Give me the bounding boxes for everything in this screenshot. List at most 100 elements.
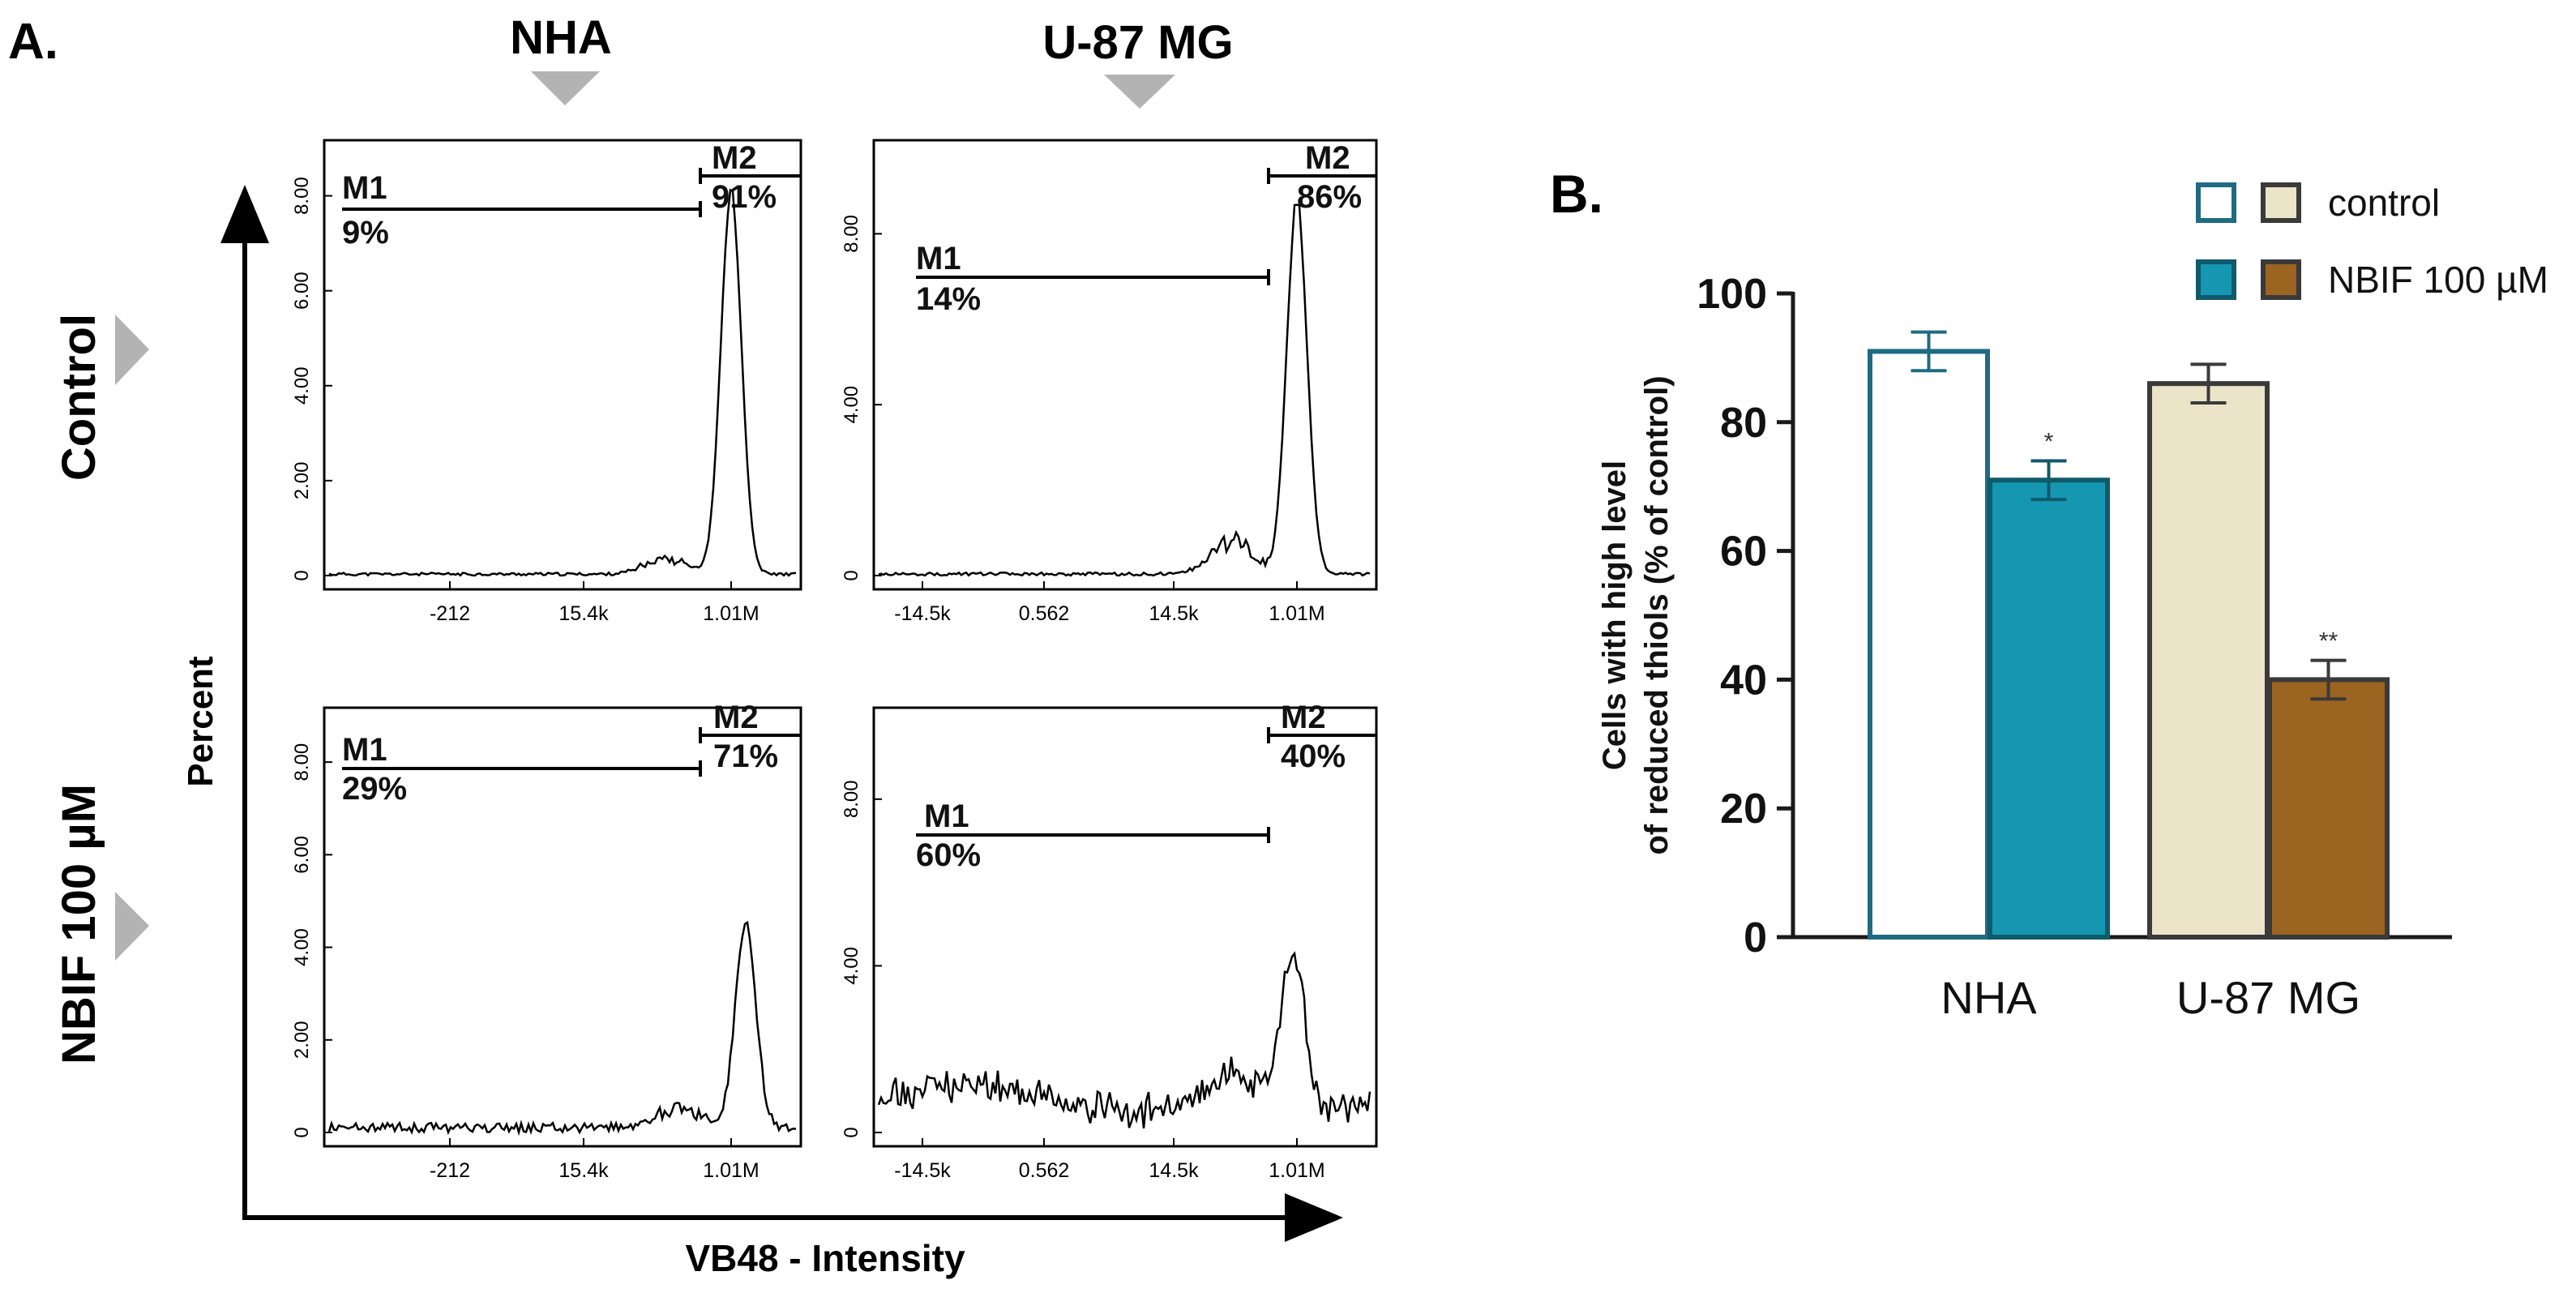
significance-marker: * [2044,428,2054,455]
gate-m1-label: M1 [924,798,969,834]
x-tick-label: 15.4k [558,1159,609,1182]
b-category-label: NHA [1941,972,2037,1023]
b-y-tick-label: 0 [1744,914,1767,961]
b-y-tick-label: 60 [1720,529,1767,576]
x-tick-label: -14.5k [894,1159,951,1182]
gate-m1-percent: 29% [342,771,407,807]
b-y-tick-label: 40 [1720,657,1767,704]
legend-swatch [2196,182,2236,223]
b-y-tick-label: 100 [1697,271,1767,318]
col-marker-nha [531,71,600,105]
b-y-tick-label: 80 [1720,400,1767,447]
x-tick-label: 1.01M [1269,1159,1324,1182]
gate-m1-percent: 9% [342,215,389,250]
bar-nha_nbif: * [1988,428,2110,940]
histogram-trace [328,188,797,577]
y-tick-label: 6.00 [291,272,313,310]
gate-m1-percent: 14% [916,281,981,317]
bar [2147,381,2270,940]
b-category-label: U-87 MG [2176,972,2360,1023]
histogram-panels: 02.004.006.008.00-212 15.4k 1.01MM19%M291%… [291,139,1378,1182]
legend-entry-2: NBIF 100 µM [2196,259,2548,301]
x-tick-label: 15.4k [558,602,609,625]
b-y-axis-label-line2: of reduced thiols (% of control) [1639,375,1675,854]
y-tick-label: 4.00 [291,928,313,966]
x-tick-label: 14.5k [1149,602,1199,625]
bar-nha_ctrl [1868,330,1990,940]
gate-m2-label: M2 [713,700,759,735]
gate-m1-label: M1 [342,732,387,768]
histogram-trace [877,951,1371,1129]
x-tick-label: 0.562 [1019,1159,1070,1182]
bar [1868,349,1990,940]
y-tick-label: 6.00 [291,836,313,874]
y-tick-label: 0 [291,570,313,580]
b-y-axis-label-line1: Cells with high level [1597,460,1632,770]
bar [2267,677,2390,940]
b-y-axis-label: Cells with high level of reduced thiols (… [1597,375,1675,854]
histogram-frame [872,139,1378,591]
x-tick-label: 1.01M [703,602,759,625]
gate-m2-label: M2 [1281,700,1326,735]
gate-m1-label: M1 [342,170,387,206]
a-y-axis-label: Percent [181,656,220,787]
gate-m2-label: M2 [712,140,757,176]
legend-entry-1: control [2196,182,2440,224]
y-tick-label: 4.00 [291,366,313,405]
x-tick-label: -14.5k [894,602,951,625]
y-tick-label: 2.00 [291,462,313,500]
histogram-trace [878,203,1371,577]
histogram-trace [327,920,797,1137]
row-label-nbif: NBIF 100 µM [53,784,105,1064]
y-tick-label: 4.00 [841,386,862,424]
b-y-tick-label: 20 [1720,786,1767,833]
bar-chart: 0 20 40 60 80 100 Cells with high level of redu… [1597,182,2548,1023]
y-tick-label: 0 [841,570,862,580]
y-tick-label: 0 [841,1127,862,1137]
bar-u87_nbif: ** [2267,628,2390,940]
legend-swatch [2261,182,2301,223]
gate-m1-label: M1 [916,241,961,276]
y-tick-label: 0 [291,1127,313,1137]
y-tick-label: 4.00 [841,947,862,985]
x-tick-label: 1.01M [1269,602,1324,625]
gate-m2-label: M2 [1305,140,1350,176]
y-tick-label: 8.00 [841,215,862,253]
legend-swatch [2261,259,2301,300]
panel-a-label: A. [8,14,58,70]
x-tick-label: -212 [430,602,470,625]
bar-u87_ctrl [2147,362,2270,940]
y-tick-label: 8.00 [291,177,313,215]
y-tick-label: 8.00 [841,780,862,818]
gate-m1-percent: 60% [916,837,981,873]
significance-marker: ** [2319,628,2339,655]
y-tick-label: 2.00 [291,1021,313,1059]
histogram-frame [323,139,802,591]
gate-m2-percent: 86% [1297,179,1362,215]
col-label-u87: U-87 MG [1042,16,1233,69]
bar [1988,477,2110,940]
histogram-frame [872,706,1378,1148]
legend-label: control [2328,182,2440,224]
histogram-frame [323,706,802,1148]
row-marker-nbif [115,892,149,961]
x-tick-label: 1.01M [703,1159,759,1182]
col-marker-u87 [1104,75,1175,109]
legend-label: NBIF 100 µM [2328,259,2548,301]
col-label-nha: NHA [510,11,612,64]
legend-swatch [2196,259,2236,300]
x-tick-label: 0.562 [1019,602,1070,625]
gate-m2-percent: 40% [1281,739,1346,774]
y-tick-label: 8.00 [291,743,313,781]
a-x-axis-label: VB48 - Intensity [685,1237,965,1279]
x-tick-label: -212 [430,1159,470,1182]
x-tick-label: 14.5k [1149,1159,1199,1182]
gate-m2-percent: 91% [712,179,777,215]
row-marker-control [115,315,149,385]
row-label-control: Control [53,314,105,481]
gate-m2-percent: 71% [713,739,778,774]
